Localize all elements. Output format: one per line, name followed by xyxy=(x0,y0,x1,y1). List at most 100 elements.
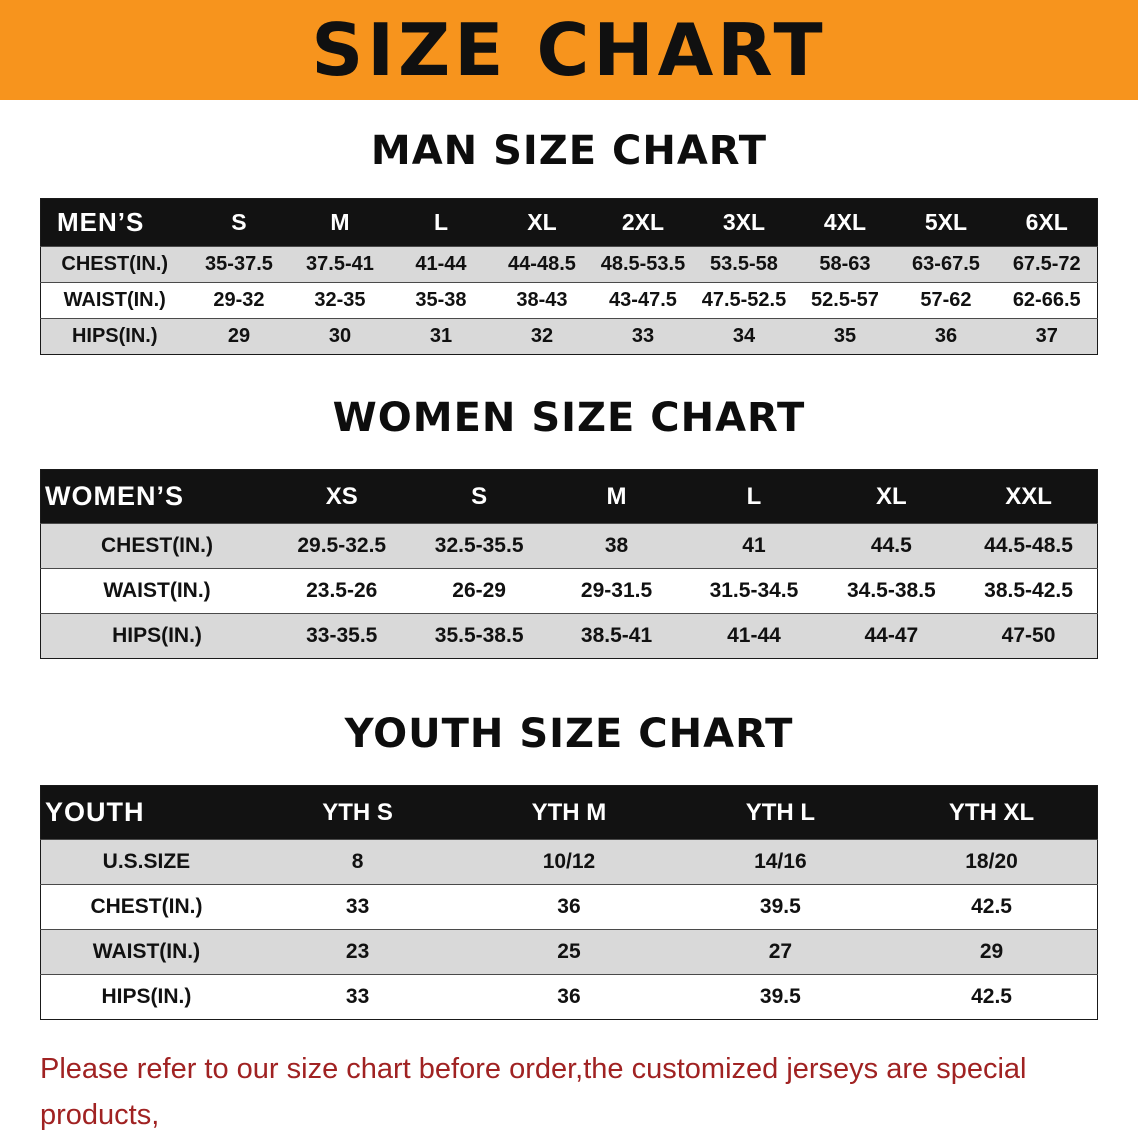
value-cell: 18/20 xyxy=(886,839,1098,885)
value-cell: 23.5-26 xyxy=(273,568,411,614)
size-header-cell: 4XL xyxy=(794,198,896,247)
value-cell: 14/16 xyxy=(674,839,887,885)
value-cell: 37 xyxy=(996,318,1098,355)
value-cell: 29 xyxy=(886,929,1098,975)
value-cell: 33 xyxy=(592,318,694,355)
page-title: SIZE CHART xyxy=(311,8,827,92)
row-label-cell: U.S.SIZE xyxy=(40,839,252,885)
youth-size-table: YOUTH YTH S YTH M YTH L YTH XL U.S.SIZE 8 10/12… xyxy=(40,785,1098,1020)
value-cell: 38-43 xyxy=(491,282,593,319)
value-cell: 36 xyxy=(895,318,997,355)
value-cell: 43-47.5 xyxy=(592,282,694,319)
value-cell: 26-29 xyxy=(410,568,548,614)
value-cell: 37.5-41 xyxy=(289,246,391,283)
table-row: WAIST(IN.) 29-32 32-35 35-38 38-43 43-47.5 47.… xyxy=(40,282,1098,319)
value-cell: 62-66.5 xyxy=(996,282,1098,319)
header-row: WOMEN’S XS S M L XL XXL xyxy=(40,469,1098,524)
table-row: HIPS(IN.) 33 36 39.5 42.5 xyxy=(40,974,1098,1020)
value-cell: 47.5-52.5 xyxy=(693,282,795,319)
row-label-cell: WAIST(IN.) xyxy=(40,282,189,319)
value-cell: 63-67.5 xyxy=(895,246,997,283)
value-cell: 32-35 xyxy=(289,282,391,319)
row-label-cell: WAIST(IN.) xyxy=(40,568,274,614)
size-table: WOMEN’S XS S M L XL XXL CHEST(IN.) 29.5-32.5 32.5… xyxy=(40,469,1098,659)
value-cell: 52.5-57 xyxy=(794,282,896,319)
size-header-cell: XL xyxy=(491,198,593,247)
value-cell: 67.5-72 xyxy=(996,246,1098,283)
women-size-section: WOMEN SIZE CHART WOMEN’S XS S M L XL XXL CHEST(… xyxy=(0,395,1138,659)
value-cell: 30 xyxy=(289,318,391,355)
table-row: WAIST(IN.) 23.5-26 26-29 29-31.5 31.5-34.5 34… xyxy=(40,568,1098,614)
value-cell: 57-62 xyxy=(895,282,997,319)
value-cell: 38 xyxy=(547,523,686,569)
size-header-cell: L xyxy=(685,469,823,524)
row-label-cell: HIPS(IN.) xyxy=(40,613,274,659)
table-title-cell: YOUTH xyxy=(40,785,252,840)
value-cell: 42.5 xyxy=(886,884,1098,930)
table-row: U.S.SIZE 8 10/12 14/16 18/20 xyxy=(40,839,1098,885)
table-row: WAIST(IN.) 23 25 27 29 xyxy=(40,929,1098,975)
value-cell: 42.5 xyxy=(886,974,1098,1020)
size-header-cell: XL xyxy=(822,469,961,524)
size-table: YOUTH YTH S YTH M YTH L YTH XL U.S.SIZE 8 10/12… xyxy=(40,785,1098,1020)
note-line-1: Please refer to our size chart before or… xyxy=(40,1053,1027,1131)
value-cell: 33 xyxy=(251,884,464,930)
value-cell: 31 xyxy=(390,318,492,355)
footer-note: Please refer to our size chart before or… xyxy=(40,1046,1098,1132)
value-cell: 36 xyxy=(463,974,675,1020)
value-cell: 34 xyxy=(693,318,795,355)
value-cell: 47-50 xyxy=(960,613,1098,659)
header-row: YOUTH YTH S YTH M YTH L YTH XL xyxy=(40,785,1098,840)
value-cell: 38.5-41 xyxy=(547,613,686,659)
value-cell: 10/12 xyxy=(463,839,675,885)
row-label-cell: CHEST(IN.) xyxy=(40,523,274,569)
size-header-cell: YTH XL xyxy=(886,785,1098,840)
table-title-cell: WOMEN’S xyxy=(40,469,274,524)
size-table: MEN’S S M L XL 2XL 3XL 4XL 5XL 6XL CHEST(IN.) 35-37… xyxy=(40,198,1098,355)
value-cell: 48.5-53.5 xyxy=(592,246,694,283)
value-cell: 29-31.5 xyxy=(547,568,686,614)
value-cell: 44-47 xyxy=(822,613,961,659)
table-row: HIPS(IN.) 33-35.5 35.5-38.5 38.5-41 41-44 44-… xyxy=(40,613,1098,659)
value-cell: 32.5-35.5 xyxy=(410,523,548,569)
size-header-cell: 3XL xyxy=(693,198,795,247)
value-cell: 41 xyxy=(685,523,823,569)
women-section-heading: WOMEN SIZE CHART xyxy=(332,395,806,441)
men-section-heading: MAN SIZE CHART xyxy=(370,128,768,174)
value-cell: 33 xyxy=(251,974,464,1020)
row-label-cell: HIPS(IN.) xyxy=(40,318,189,355)
value-cell: 35-38 xyxy=(390,282,492,319)
size-header-cell: S xyxy=(188,198,290,247)
row-label-cell: CHEST(IN.) xyxy=(40,884,252,930)
value-cell: 35-37.5 xyxy=(188,246,290,283)
size-header-cell: XS xyxy=(273,469,411,524)
value-cell: 38.5-42.5 xyxy=(960,568,1098,614)
size-header-cell: M xyxy=(547,469,686,524)
youth-size-section: YOUTH SIZE CHART YOUTH YTH S YTH M YTH L YTH… xyxy=(0,711,1138,1020)
value-cell: 35.5-38.5 xyxy=(410,613,548,659)
value-cell: 44.5 xyxy=(822,523,961,569)
size-header-cell: M xyxy=(289,198,391,247)
value-cell: 33-35.5 xyxy=(273,613,411,659)
size-header-cell: S xyxy=(410,469,548,524)
size-header-cell: 6XL xyxy=(996,198,1098,247)
value-cell: 27 xyxy=(674,929,887,975)
value-cell: 8 xyxy=(251,839,464,885)
value-cell: 36 xyxy=(463,884,675,930)
value-cell: 29 xyxy=(188,318,290,355)
value-cell: 29.5-32.5 xyxy=(273,523,411,569)
value-cell: 41-44 xyxy=(390,246,492,283)
banner: SIZE CHART xyxy=(0,0,1138,100)
row-label-cell: HIPS(IN.) xyxy=(40,974,252,1020)
table-row: CHEST(IN.) 35-37.5 37.5-41 41-44 44-48.5 48.5… xyxy=(40,246,1098,283)
youth-section-heading: YOUTH SIZE CHART xyxy=(344,711,794,757)
size-header-cell: 2XL xyxy=(592,198,694,247)
value-cell: 44-48.5 xyxy=(491,246,593,283)
value-cell: 41-44 xyxy=(685,613,823,659)
value-cell: 32 xyxy=(491,318,593,355)
women-size-table: WOMEN’S XS S M L XL XXL CHEST(IN.) 29.5-32.5 32.5… xyxy=(40,469,1098,659)
header-row: MEN’S S M L XL 2XL 3XL 4XL 5XL 6XL xyxy=(40,198,1098,247)
size-header-cell: YTH L xyxy=(674,785,887,840)
table-row: CHEST(IN.) 33 36 39.5 42.5 xyxy=(40,884,1098,930)
table-title-cell: MEN’S xyxy=(40,198,189,247)
